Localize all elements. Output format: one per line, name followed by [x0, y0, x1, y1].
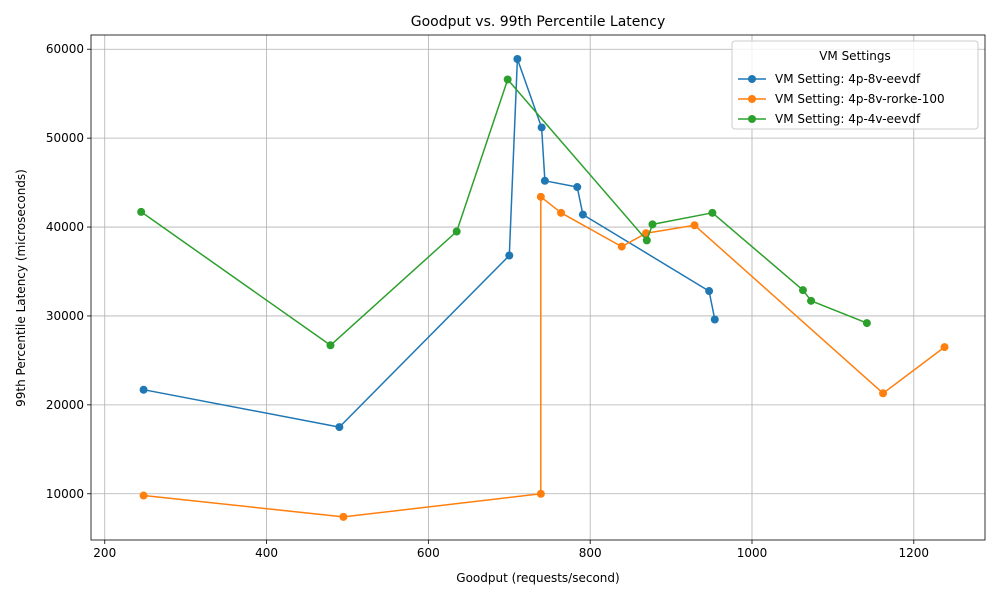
- tick-layer: 200 400 600 800 1000 1200 10000 20000 30000 40000…: [46, 42, 929, 560]
- legend-marker: [748, 95, 756, 103]
- legend-title: VM Settings: [819, 49, 891, 63]
- data-point: [862, 319, 871, 328]
- x-tick-label: 600: [417, 546, 440, 560]
- y-tick-label: 20000: [46, 398, 84, 412]
- chart-title: Goodput vs. 99th Percentile Latency: [411, 14, 666, 30]
- x-tick-label: 1200: [899, 546, 930, 560]
- data-point: [505, 251, 514, 260]
- data-point: [139, 385, 148, 394]
- x-axis-label: Goodput (requests/second): [456, 571, 619, 585]
- legend-entry: VM Setting: 4p-8v-rorke-100: [738, 92, 945, 106]
- data-point: [807, 296, 816, 305]
- legend-marker: [748, 115, 756, 123]
- data-point: [642, 236, 651, 245]
- series-2: [139, 192, 949, 521]
- x-tick-label: 200: [93, 546, 116, 560]
- data-point: [452, 227, 461, 236]
- data-point: [710, 315, 719, 324]
- data-point: [335, 423, 344, 432]
- data-point: [617, 242, 626, 251]
- y-tick-label: 60000: [46, 42, 84, 56]
- x-tick-label: 1000: [737, 546, 768, 560]
- legend-label: VM Setting: 4p-8v-eevdf: [775, 72, 921, 86]
- y-tick-label: 30000: [46, 309, 84, 323]
- series-1: [139, 55, 719, 432]
- series-line: [143, 58, 716, 428]
- data-point: [536, 489, 545, 498]
- legend-label: VM Setting: 4p-4v-eevdf: [775, 112, 921, 126]
- x-tick-label: 400: [255, 546, 278, 560]
- y-tick-label: 40000: [46, 220, 84, 234]
- data-point: [536, 192, 545, 201]
- data-point: [578, 210, 587, 219]
- data-point: [798, 286, 807, 295]
- series-line: [143, 196, 945, 518]
- series-layer: [137, 55, 949, 521]
- data-point: [513, 55, 522, 64]
- data-point: [137, 207, 146, 216]
- legend-entry: VM Setting: 4p-8v-eevdf: [738, 72, 921, 86]
- data-point: [879, 389, 888, 398]
- data-point: [139, 491, 148, 500]
- legend-box: [731, 40, 979, 130]
- y-axis-label: 99th Percentile Latency (microseconds): [14, 169, 28, 407]
- data-point: [705, 287, 714, 296]
- data-point: [708, 208, 717, 217]
- legend-label: VM Setting: 4p-8v-rorke-100: [775, 92, 945, 106]
- data-point: [326, 341, 335, 350]
- data-point: [540, 176, 549, 185]
- series-3: [137, 75, 871, 350]
- data-point: [339, 512, 348, 521]
- legend-entry: VM Setting: 4p-4v-eevdf: [738, 112, 921, 126]
- data-point: [940, 343, 949, 352]
- series-line: [140, 78, 868, 347]
- y-tick-label: 50000: [46, 131, 84, 145]
- legend-marker: [748, 75, 756, 83]
- plot-frame: [90, 34, 986, 541]
- data-point: [690, 221, 699, 230]
- data-point: [573, 183, 582, 192]
- data-point: [537, 123, 546, 132]
- data-point: [648, 220, 657, 229]
- y-tick-label: 10000: [46, 487, 84, 501]
- x-tick-label: 800: [579, 546, 602, 560]
- data-point: [503, 75, 512, 84]
- data-point: [557, 208, 566, 217]
- legend-entries: VM Setting: 4p-8v-eevdf VM Setting: 4p-8v…: [738, 72, 945, 126]
